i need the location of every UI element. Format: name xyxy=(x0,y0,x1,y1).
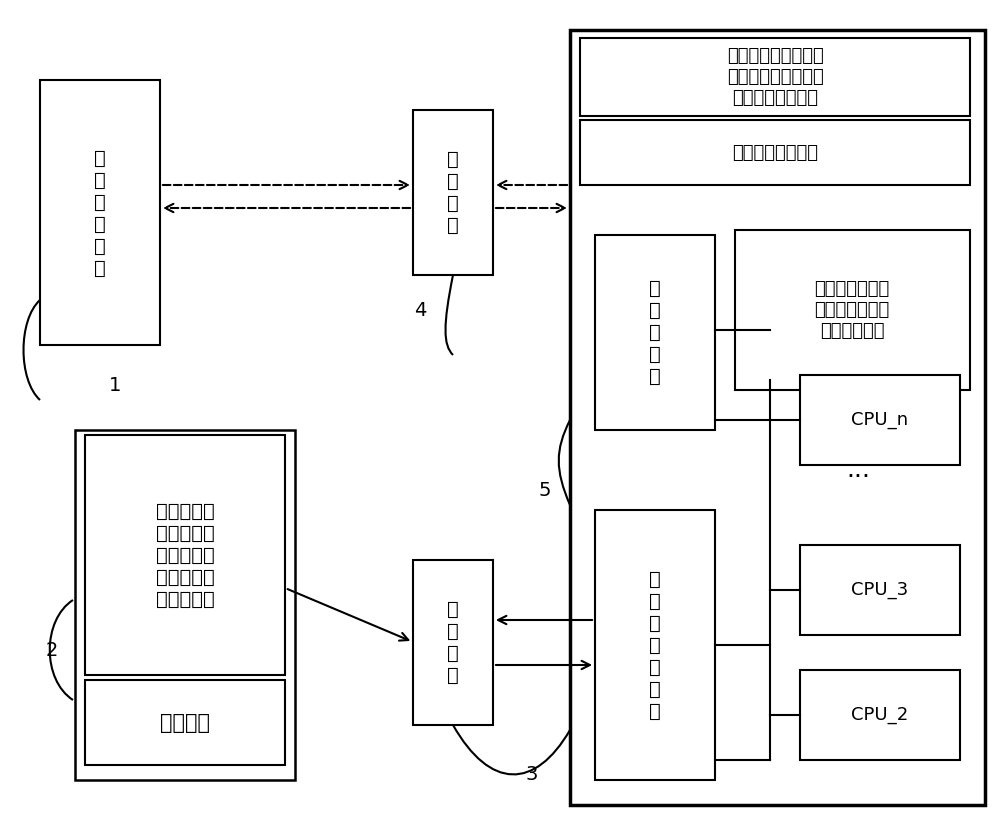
Text: 3: 3 xyxy=(526,766,538,785)
Text: 2: 2 xyxy=(46,641,58,660)
Text: 缓
冲
存
储
器: 缓 冲 存 储 器 xyxy=(649,278,661,386)
Text: 设计参数选择模块: 设计参数选择模块 xyxy=(732,144,818,162)
Text: 机
器
接
口: 机 器 接 口 xyxy=(447,600,459,685)
Bar xyxy=(595,235,715,430)
Bar xyxy=(580,38,970,116)
Text: ...: ... xyxy=(846,458,870,482)
Text: CPU_3: CPU_3 xyxy=(851,581,909,599)
Bar xyxy=(75,430,295,780)
Bar xyxy=(85,680,285,765)
Bar xyxy=(570,30,985,805)
Text: 1: 1 xyxy=(109,376,121,395)
Bar xyxy=(800,545,960,635)
Text: CPU_n: CPU_n xyxy=(851,411,909,429)
Bar xyxy=(413,560,493,725)
Bar xyxy=(85,435,285,675)
Text: 引导程序: 引导程序 xyxy=(160,713,210,733)
Text: 输
入
输
出
处
理
机: 输 入 输 出 处 理 机 xyxy=(649,570,661,721)
Text: 钒鐵企业多
产线出钒材
复杂板型多
终端协同板
坏设计模块: 钒鐵企业多 产线出钒材 复杂板型多 终端协同板 坏设计模块 xyxy=(156,501,214,608)
Bar xyxy=(580,120,970,185)
Text: 4: 4 xyxy=(414,301,426,320)
Text: 设计规则基表和
订单记录表及板
坏方案存储器: 设计规则基表和 订单记录表及板 坏方案存储器 xyxy=(814,280,890,340)
Text: 网
络
接
口: 网 络 接 口 xyxy=(447,149,459,235)
Text: 板坏方案图形绘制和
剪切指令转换及设计
规则基表维护模块: 板坏方案图形绘制和 剪切指令转换及设计 规则基表维护模块 xyxy=(727,47,823,107)
Text: 5: 5 xyxy=(539,481,551,500)
Bar xyxy=(413,110,493,275)
Text: CPU_2: CPU_2 xyxy=(851,706,909,724)
Bar xyxy=(40,80,160,345)
Bar xyxy=(735,230,970,390)
Bar xyxy=(595,510,715,780)
Bar xyxy=(800,670,960,760)
Bar xyxy=(800,375,960,465)
Text: 多
个
操
作
终
端: 多 个 操 作 终 端 xyxy=(94,148,106,277)
